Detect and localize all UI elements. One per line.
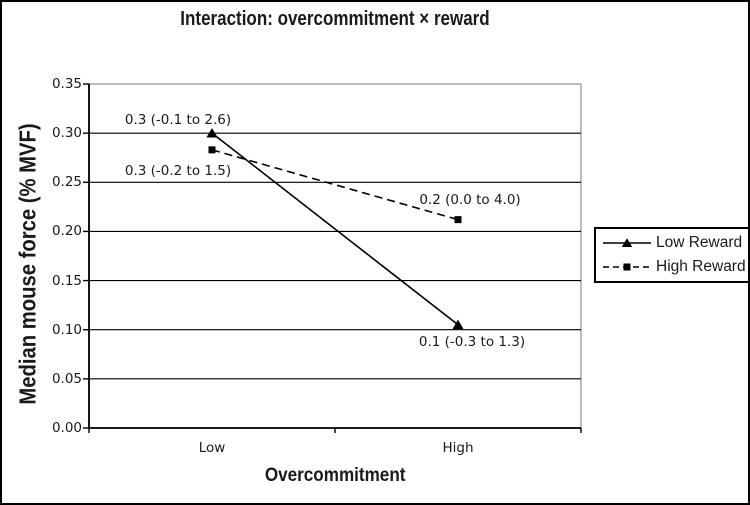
x-axis-title-row: Overcommitment [2, 465, 668, 487]
y-tick-label: 0.35 [51, 76, 82, 92]
data-label-high-reward-high: 0.2 (0.0 to 4.0) [419, 192, 521, 208]
y-tick-label: 0.10 [51, 321, 82, 338]
data-label-low-reward-low: 0.3 (-0.1 to 2.6) [124, 112, 232, 128]
x-category-label: Low [198, 440, 226, 456]
y-tick-label: 0.05 [51, 370, 82, 387]
y-tick-label: 0.15 [51, 272, 82, 289]
legend-label-low-reward: Low Reward [656, 234, 743, 251]
legend-dashed-square-sample-icon [603, 263, 651, 271]
chart-title: Interaction: overcommitment × reward [180, 8, 490, 30]
y-tick-label: 0.00 [51, 420, 82, 436]
y-tick-label: 0.30 [51, 125, 82, 142]
chart-title-row: Interaction: overcommitment × reward [2, 8, 668, 31]
triangle-marker [452, 319, 464, 330]
x-category-label: High [442, 440, 474, 456]
legend-label-high-reward: High Reward [656, 258, 746, 275]
square-marker [208, 146, 216, 154]
square-marker [454, 216, 462, 224]
y-tick-label: 0.25 [51, 174, 82, 191]
legend-item-high-reward: High Reward [603, 258, 748, 276]
y-tick-label: 0.20 [51, 223, 82, 240]
legend: Low Reward High Reward [594, 227, 748, 283]
data-label-high-reward-low: 0.3 (-0.2 to 1.5) [124, 163, 232, 179]
legend-solid-triangle-sample-icon [603, 238, 651, 247]
triangle-marker [206, 127, 218, 138]
data-label-low-reward-high: 0.1 (-0.3 to 1.3) [418, 334, 526, 350]
x-axis-title: Overcommitment [264, 465, 406, 486]
plot-border [88, 83, 582, 429]
series-line-high-reward [211, 149, 459, 221]
legend-item-low-reward: Low Reward [603, 234, 748, 252]
series-line-low-reward [211, 132, 459, 326]
